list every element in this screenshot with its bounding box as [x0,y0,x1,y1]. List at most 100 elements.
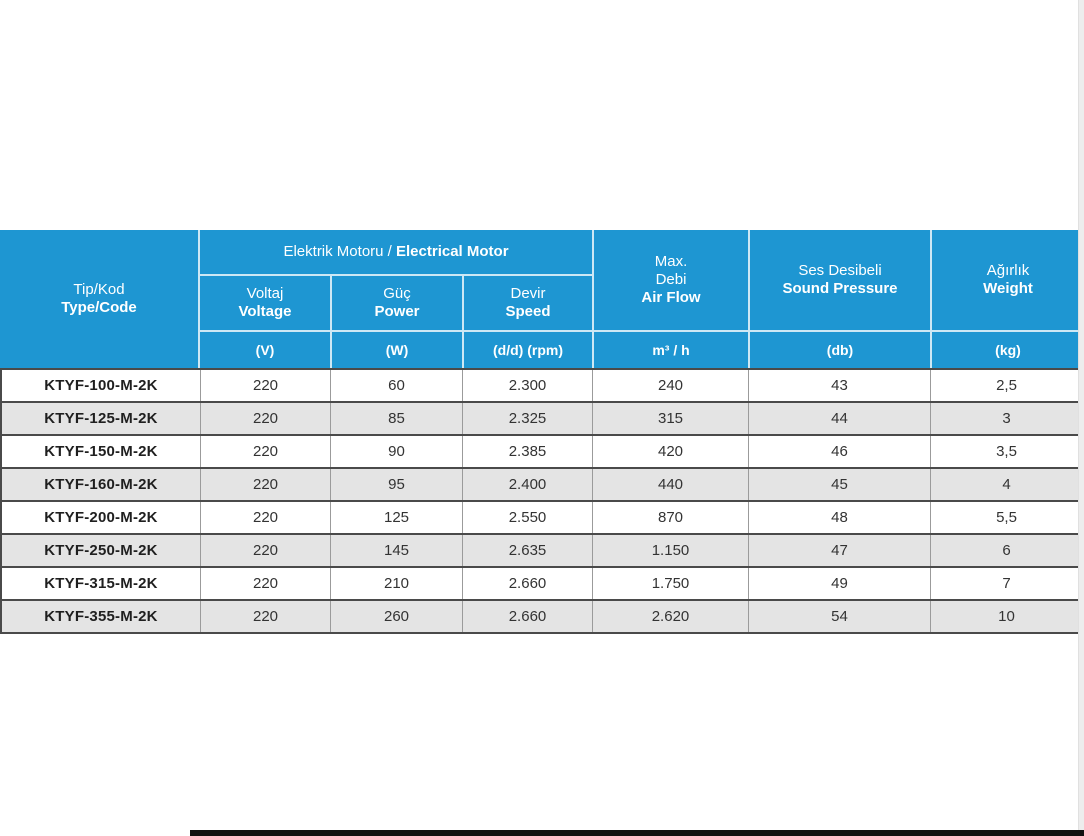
cell-type-code: KTYF-100-M-2K [44,377,158,394]
cell-type-code: KTYF-355-M-2K [44,608,158,625]
header-type-code: Tip/Kod Type/Code [0,230,200,368]
header-power-en: Power [374,303,420,320]
header-air-flow-en: Air Flow [641,289,701,306]
cell-voltage: 220 [200,502,330,533]
bottom-dark-bar [190,830,1084,836]
header-speed: Devir Speed [462,276,592,330]
cell-power: 210 [330,568,462,599]
table-row: KTYF-200-M-2K 220 125 2.550 870 48 5,5 [2,500,1082,533]
cell-type-code: KTYF-200-M-2K [44,509,158,526]
cell-power: 145 [330,535,462,566]
cell-type-code: KTYF-315-M-2K [44,575,158,592]
unit-voltage: (V) [200,330,330,368]
cell-speed: 2.550 [462,502,592,533]
unit-air-flow: m³ / h [592,330,748,368]
cell-type-code: KTYF-125-M-2K [44,410,158,427]
cell-air-flow: 440 [592,469,748,500]
unit-sound-pressure: (db) [748,330,930,368]
header-air-flow-tr2: Debi [655,271,687,288]
header-type-code-en: Type/Code [61,299,137,316]
cell-sound: 46 [748,436,930,467]
table-body: KTYF-100-M-2K 220 60 2.300 240 43 2,5 KT… [0,368,1084,634]
cell-air-flow: 240 [592,370,748,401]
table-row: KTYF-100-M-2K 220 60 2.300 240 43 2,5 [2,370,1082,401]
cell-weight: 3,5 [930,436,1082,467]
cell-sound: 44 [748,403,930,434]
header-electrical-motor-group: Elektrik Motoru / Electrical Motor [200,230,592,276]
cell-air-flow: 315 [592,403,748,434]
cell-power: 125 [330,502,462,533]
cell-speed: 2.660 [462,601,592,632]
header-power: Güç Power [330,276,462,330]
header-power-tr: Güç [383,285,411,302]
cell-air-flow: 2.620 [592,601,748,632]
cell-weight: 7 [930,568,1082,599]
header-weight: Ağırlık Weight [930,230,1084,330]
header-weight-en: Weight [983,280,1033,297]
table-row: KTYF-355-M-2K 220 260 2.660 2.620 54 10 [2,599,1082,632]
header-weight-tr: Ağırlık [986,262,1030,279]
cell-air-flow: 420 [592,436,748,467]
header-air-flow: Max. Debi Air Flow [592,230,748,330]
cell-speed: 2.385 [462,436,592,467]
cell-voltage: 220 [200,436,330,467]
cell-air-flow: 1.750 [592,568,748,599]
table-header: Tip/Kod Type/Code Elektrik Motoru / Elec… [0,230,1084,368]
cell-voltage: 220 [200,370,330,401]
header-sound-pressure: Ses Desibeli Sound Pressure [748,230,930,330]
cell-power: 260 [330,601,462,632]
cell-speed: 2.635 [462,535,592,566]
cell-voltage: 220 [200,469,330,500]
header-motor-group-tr: Elektrik Motoru / [283,243,396,260]
cell-speed: 2.325 [462,403,592,434]
cell-type-code: KTYF-250-M-2K [44,542,158,559]
header-voltage-en: Voltage [238,303,292,320]
cell-voltage: 220 [200,568,330,599]
header-type-code-tr: Tip/Kod [73,281,125,298]
unit-power: (W) [330,330,462,368]
cell-power: 95 [330,469,462,500]
table-row: KTYF-150-M-2K 220 90 2.385 420 46 3,5 [2,434,1082,467]
cell-voltage: 220 [200,535,330,566]
header-speed-en: Speed [505,303,551,320]
table-row: KTYF-315-M-2K 220 210 2.660 1.750 49 7 [2,566,1082,599]
cell-speed: 2.300 [462,370,592,401]
cell-weight: 5,5 [930,502,1082,533]
cell-speed: 2.660 [462,568,592,599]
table-row: KTYF-250-M-2K 220 145 2.635 1.150 47 6 [2,533,1082,566]
header-motor-group-en: Electrical Motor [396,243,509,260]
table-row: KTYF-160-M-2K 220 95 2.400 440 45 4 [2,467,1082,500]
cell-air-flow: 870 [592,502,748,533]
cell-voltage: 220 [200,601,330,632]
cell-sound: 47 [748,535,930,566]
cell-type-code: KTYF-150-M-2K [44,443,158,460]
cell-weight: 10 [930,601,1082,632]
cell-weight: 4 [930,469,1082,500]
cell-power: 90 [330,436,462,467]
cell-air-flow: 1.150 [592,535,748,566]
unit-weight: (kg) [930,330,1084,368]
cell-power: 60 [330,370,462,401]
right-edge-scrollbar[interactable] [1078,0,1084,836]
spec-table: Tip/Kod Type/Code Elektrik Motoru / Elec… [0,230,1084,634]
cell-type-code: KTYF-160-M-2K [44,476,158,493]
header-air-flow-tr1: Max. [654,253,688,270]
header-sound-pressure-tr: Ses Desibeli [798,262,882,279]
header-sound-pressure-en: Sound Pressure [782,280,898,297]
cell-speed: 2.400 [462,469,592,500]
cell-weight: 2,5 [930,370,1082,401]
table-row: KTYF-125-M-2K 220 85 2.325 315 44 3 [2,401,1082,434]
cell-sound: 43 [748,370,930,401]
header-speed-tr: Devir [510,285,546,302]
header-voltage: Voltaj Voltage [200,276,330,330]
cell-weight: 6 [930,535,1082,566]
cell-sound: 48 [748,502,930,533]
cell-power: 85 [330,403,462,434]
header-voltage-tr: Voltaj [246,285,284,302]
cell-voltage: 220 [200,403,330,434]
cell-sound: 54 [748,601,930,632]
cell-sound: 45 [748,469,930,500]
unit-speed: (d/d) (rpm) [462,330,592,368]
cell-sound: 49 [748,568,930,599]
